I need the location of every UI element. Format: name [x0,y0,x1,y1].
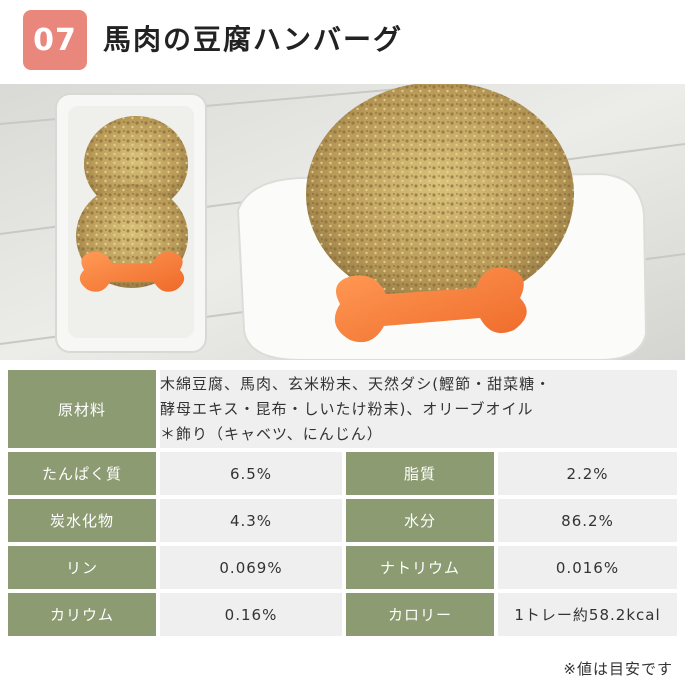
table-row: リン 0.069% ナトリウム 0.016% [8,546,677,589]
header: 07 馬肉の豆腐ハンバーグ [0,0,685,84]
nutrient-label: カリウム [8,593,156,636]
nutrient-value: 0.16% [160,593,342,636]
ingredients-line-1: 木綿豆腐、馬肉、玄米粉末、天然ダシ(鰹節・甜菜糖・ [160,374,552,393]
nutrient-value: 1トレー約58.2kcal [498,593,677,636]
nutrient-value: 86.2% [498,499,677,542]
table-row: たんぱく質 6.5% 脂質 2.2% [8,452,677,495]
nutrition-table: 原材料 木綿豆腐、馬肉、玄米粉末、天然ダシ(鰹節・甜菜糖・ 酵母エキス・昆布・し… [4,366,681,640]
ingredients-line-2: 酵母エキス・昆布・しいたけ粉末)、オリーブオイル [160,399,534,418]
nutrient-label: 炭水化物 [8,499,156,542]
nutrient-label: たんぱく質 [8,452,156,495]
food-photo-icon [0,84,685,360]
product-photo [0,84,685,360]
page-title: 馬肉の豆腐ハンバーグ [103,23,404,56]
nutrient-label: カロリー [346,593,494,636]
nutrient-value: 0.016% [498,546,677,589]
ingredients-line-3: ＊飾り（キャベツ、にんじん） [160,424,383,443]
nutrient-label: ナトリウム [346,546,494,589]
table-row: 炭水化物 4.3% 水分 86.2% [8,499,677,542]
ingredients-label: 原材料 [8,370,156,448]
nutrient-value: 2.2% [498,452,677,495]
nutrient-value: 6.5% [160,452,342,495]
table-row: カリウム 0.16% カロリー 1トレー約58.2kcal [8,593,677,636]
nutrient-label: リン [8,546,156,589]
nutrient-label: 脂質 [346,452,494,495]
nutrient-label: 水分 [346,499,494,542]
ingredients-row: 原材料 木綿豆腐、馬肉、玄米粉末、天然ダシ(鰹節・甜菜糖・ 酵母エキス・昆布・し… [8,370,677,448]
ingredients-value: 木綿豆腐、馬肉、玄米粉末、天然ダシ(鰹節・甜菜糖・ 酵母エキス・昆布・しいたけ粉… [160,370,677,448]
nutrient-value: 0.069% [160,546,342,589]
footnote: ※値は目安です [563,660,673,678]
nutrient-value: 4.3% [160,499,342,542]
item-number-badge: 07 [23,10,87,70]
